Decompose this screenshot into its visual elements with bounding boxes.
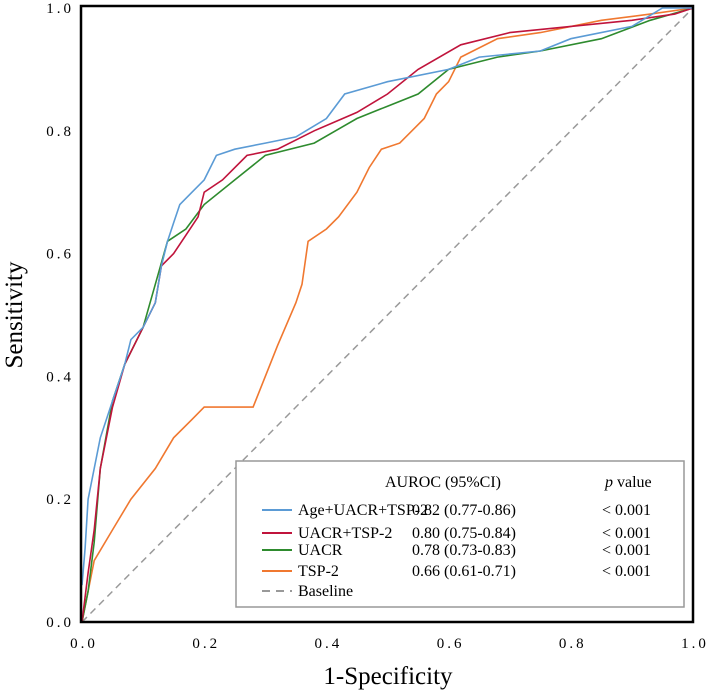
tick-labels: 0.0 0.2 0.4 0.6 0.8 1.0 0.0 0.2 0.4 0.6 0.8 1.0 <box>46 1 708 652</box>
legend: AUROC (95%CI) p value Age+UACR+TSP-20.82… <box>235 460 685 608</box>
legend-rows: Age+UACR+TSP-20.82 (0.77-0.86) < 0.001 UAC… <box>262 502 651 600</box>
legend-p-value: < 0.001 <box>602 542 651 559</box>
y-tick-label: 1.0 <box>46 1 74 17</box>
y-tick-label: 0.2 <box>46 492 74 508</box>
legend-auroc: 0.80 (0.75-0.84) <box>412 525 516 542</box>
x-axis-label: 1-Specificity <box>323 663 453 690</box>
legend-label: TSP-2 <box>298 563 339 580</box>
baseline-line <box>81 7 694 623</box>
legend-auroc: 0.78 (0.73-0.83) <box>412 542 516 559</box>
roc-curve-1 <box>81 7 694 623</box>
y-tick-label: 0.8 <box>46 124 74 140</box>
legend-label: UACR <box>298 542 343 559</box>
x-tick-label: 1.0 <box>681 636 708 652</box>
x-tick-label: 0.6 <box>437 636 465 652</box>
y-tick-label: 0.0 <box>46 615 74 631</box>
legend-p-value: < 0.001 <box>602 563 651 580</box>
plot-frame <box>79 4 695 624</box>
x-tick-label: 0.4 <box>315 636 343 652</box>
legend-label: Age+UACR+TSP-2 <box>298 502 428 519</box>
legend-label-baseline: Baseline <box>298 583 353 600</box>
x-tick-label: 0.0 <box>70 636 98 652</box>
legend-label: UACR+TSP-2 <box>298 525 392 542</box>
y-axis-label: Sensitivity <box>1 261 28 368</box>
x-tick-label: 0.2 <box>192 636 220 652</box>
legend-box <box>235 460 685 608</box>
legend-auroc: 0.82 (0.77-0.86) <box>412 502 516 519</box>
roc-curve-3 <box>81 7 694 623</box>
y-tick-label: 0.4 <box>46 369 74 385</box>
legend-header-auroc: AUROC (95%CI) <box>385 474 501 491</box>
legend-p-value: < 0.001 <box>602 525 651 542</box>
legend-header-p: p value <box>604 474 652 491</box>
legend-header-p-rest: value <box>617 474 652 491</box>
legend-header-p-italic: p <box>604 474 613 491</box>
roc-curve-0 <box>81 7 693 586</box>
legend-auroc: 0.66 (0.61-0.71) <box>412 563 516 580</box>
plot-lines <box>81 7 694 623</box>
legend-p-value: < 0.001 <box>602 502 651 519</box>
y-tick-label: 0.6 <box>46 247 74 263</box>
x-tick-label: 0.8 <box>559 636 587 652</box>
